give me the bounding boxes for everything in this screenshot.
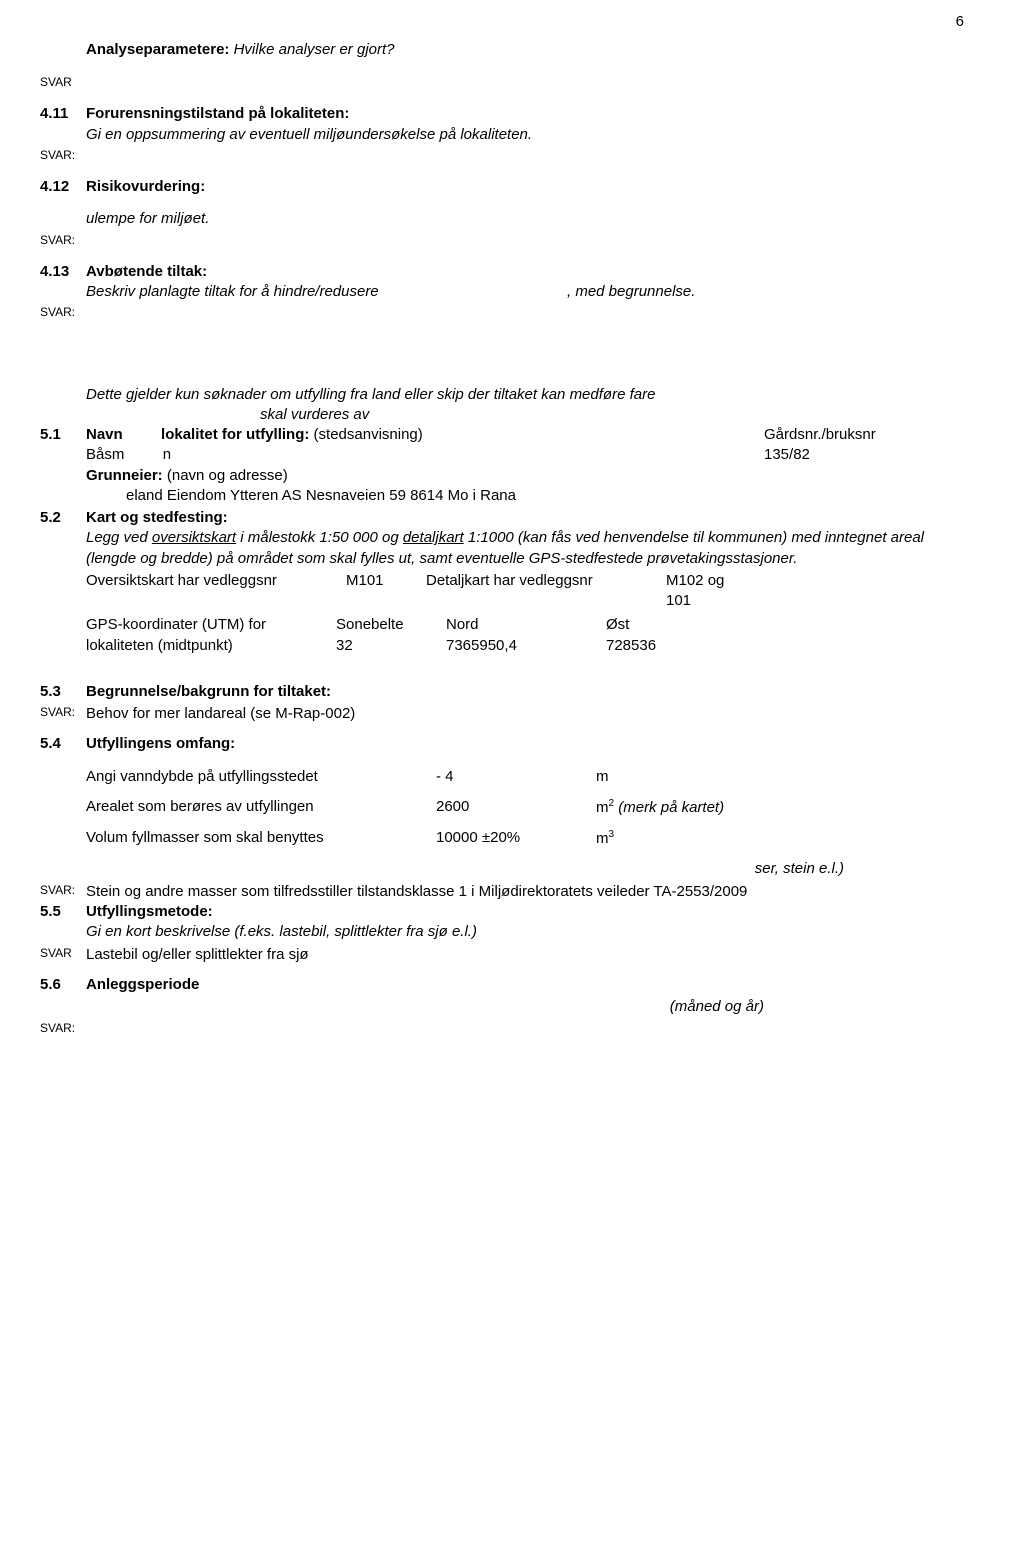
num-4-13: 4.13 bbox=[40, 262, 86, 282]
gps-r2c4: 728536 bbox=[606, 636, 726, 656]
m-unit-0: m bbox=[596, 767, 964, 787]
heading-5-4: Utfyllingens omfang: bbox=[86, 735, 235, 752]
italic-5-5: Gi en kort beskrivelse (f.eks. lastebil,… bbox=[86, 922, 964, 942]
s51-gardsnr: Gårdsnr./bruksnr bbox=[764, 425, 964, 445]
analyse-block: Analyseparametere: Hvilke analyser er gj… bbox=[86, 40, 964, 60]
heading-4-11: Forurensningstilstand på lokaliteten: bbox=[86, 105, 349, 122]
ov-c3: Detaljkart har vedleggsnr bbox=[426, 571, 666, 612]
heading-5-3: Begrunnelse/bakgrunn for tiltaket: bbox=[86, 683, 331, 700]
m-unit-1: m2 (merk på kartet) bbox=[596, 797, 964, 818]
text-5-3: Behov for mer landareal (se M-Rap-002) bbox=[86, 704, 964, 724]
s54-tailnote: ser, stein e.l.) bbox=[40, 859, 844, 879]
s51-navn: Navn bbox=[86, 426, 123, 443]
s51-lokalitet: lokalitet for utfylling: bbox=[161, 426, 309, 443]
heading-5-5: Utfyllingsmetode: bbox=[86, 903, 213, 920]
s52-pa: Legg ved bbox=[86, 529, 152, 546]
m-val-1: 2600 bbox=[436, 797, 596, 818]
m-unit-1-note: (merk på kartet) bbox=[614, 799, 724, 816]
heading-4-12: Risikovurdering: bbox=[86, 178, 205, 195]
analyse-text: Hvilke analyser er gjort? bbox=[234, 41, 395, 58]
section-5-6: 5.6 Anleggsperiode bbox=[40, 975, 964, 995]
note-5-6: (måned og år) bbox=[40, 997, 764, 1017]
s52-u2: detaljkart bbox=[403, 529, 464, 546]
text-5-5: Lastebil og/eller splittlekter fra sjø bbox=[86, 945, 964, 965]
num-5-5: 5.5 bbox=[40, 902, 86, 922]
section-4-11: 4.11 Forurensningstilstand på lokalitete… bbox=[40, 104, 964, 145]
num-4-12: 4.12 bbox=[40, 177, 86, 197]
s54-tailtext: Stein og andre masser som tilfredsstille… bbox=[86, 882, 964, 902]
ov-c1: Oversiktskart har vedleggsnr bbox=[86, 571, 346, 612]
num-4-11: 4.11 bbox=[40, 104, 86, 124]
section-5-1: 5.1 Navn lokalitet for utfylling: (steds… bbox=[40, 425, 964, 506]
m-unit-2-base: m bbox=[596, 830, 609, 847]
section-5-5: 5.5 Utfyllingsmetode: Gi en kort beskriv… bbox=[40, 902, 964, 943]
gps-r1c2: Sonebelte bbox=[336, 615, 446, 635]
svar-label-412: SVAR: bbox=[40, 232, 964, 248]
svar-label-56: SVAR: bbox=[40, 1020, 964, 1036]
heading-5-6: Anleggsperiode bbox=[86, 976, 199, 993]
oversikt-row: Oversiktskart har vedleggsnr M101 Detalj… bbox=[86, 571, 964, 612]
svar-label-411: SVAR: bbox=[40, 147, 964, 163]
gps-r1c1: GPS-koordinater (UTM) for bbox=[86, 615, 336, 635]
section-4-12: 4.12 Risikovurdering: bbox=[40, 177, 964, 197]
s51-address: eland Eiendom Ytteren AS Nesnaveien 59 8… bbox=[126, 486, 964, 506]
num-5-4: 5.4 bbox=[40, 734, 86, 754]
text-4-12: ulempe for miljøet. bbox=[86, 209, 964, 229]
m-label-1: Arealet som berøres av utfyllingen bbox=[86, 797, 436, 818]
num-5-2: 5.2 bbox=[40, 508, 86, 528]
text-4-13a: Beskriv planlagte tiltak for å hindre/re… bbox=[86, 283, 379, 300]
measure-row-1: Arealet som berøres av utfyllingen 2600 … bbox=[86, 797, 964, 818]
svar-label: SVAR bbox=[40, 74, 964, 90]
s52-pb: i målestokk 1:50 000 og bbox=[236, 529, 403, 546]
section-5-4: 5.4 Utfyllingens omfang: bbox=[40, 734, 964, 754]
measure-row-2: Volum fyllmasser som skal benyttes 10000… bbox=[86, 828, 964, 849]
gps-r1c4: Øst bbox=[606, 615, 726, 635]
heading-4-13: Avbøtende tiltak: bbox=[86, 263, 207, 280]
s51-grunneier-t: (navn og adresse) bbox=[167, 467, 288, 484]
m-unit-2: m3 bbox=[596, 828, 964, 849]
heading-5-2: Kart og stedfesting: bbox=[86, 509, 228, 526]
measure-row-0: Angi vanndybde på utfyllingsstedet - 4 m bbox=[86, 767, 964, 787]
m-label-0: Angi vanndybde på utfyllingsstedet bbox=[86, 767, 436, 787]
m-val-0: - 4 bbox=[436, 767, 596, 787]
gps-r2c1: lokaliteten (midtpunkt) bbox=[86, 636, 336, 656]
text-4-11: Gi en oppsummering av eventuell miljøund… bbox=[86, 125, 964, 145]
num-5-1: 5.1 bbox=[40, 425, 86, 445]
section-5-2: 5.2 Kart og stedfesting: Legg ved oversi… bbox=[40, 508, 964, 569]
svar-label-413: SVAR: bbox=[40, 304, 964, 320]
ov-c4b: 101 bbox=[666, 591, 766, 611]
gps-r2c2: 32 bbox=[336, 636, 446, 656]
text-5-2: Legg ved oversiktskart i målestokk 1:50 … bbox=[86, 528, 964, 569]
gps-r1c3: Nord bbox=[446, 615, 606, 635]
s51-steds: (stedsanvisning) bbox=[314, 426, 423, 443]
gps-r2c3: 7365950,4 bbox=[446, 636, 606, 656]
gps-table: GPS-koordinater (UTM) for Sonebelte Nord… bbox=[86, 615, 964, 656]
num-5-3: 5.3 bbox=[40, 682, 86, 702]
intro5-line1: Dette gjelder kun søknader om utfylling … bbox=[86, 385, 964, 405]
s51-basm: Båsm bbox=[86, 446, 124, 463]
s52-u1: oversiktskart bbox=[152, 529, 236, 546]
ov-c4a: M102 og bbox=[666, 571, 766, 591]
analyse-heading: Analyseparametere: bbox=[86, 41, 229, 58]
m-val-2: 10000 ±20% bbox=[436, 828, 596, 849]
page-number: 6 bbox=[956, 12, 964, 32]
s51-grunneier-h: Grunneier: bbox=[86, 467, 163, 484]
intro5-line2: skal vurderes av bbox=[260, 405, 964, 425]
ov-c2: M101 bbox=[346, 571, 426, 612]
text-4-13b: , med begrunnelse. bbox=[567, 283, 695, 300]
s51-n: n bbox=[163, 446, 171, 463]
section-5-3: 5.3 Begrunnelse/bakgrunn for tiltaket: bbox=[40, 682, 964, 702]
s51-135: 135/82 bbox=[764, 445, 964, 465]
section-4-13: 4.13 Avbøtende tiltak: Beskriv planlagte… bbox=[40, 262, 964, 303]
m-unit-2-sup: 3 bbox=[609, 829, 615, 840]
m-label-2: Volum fyllmasser som skal benyttes bbox=[86, 828, 436, 849]
num-5-6: 5.6 bbox=[40, 975, 86, 995]
m-unit-1-base: m bbox=[596, 799, 609, 816]
